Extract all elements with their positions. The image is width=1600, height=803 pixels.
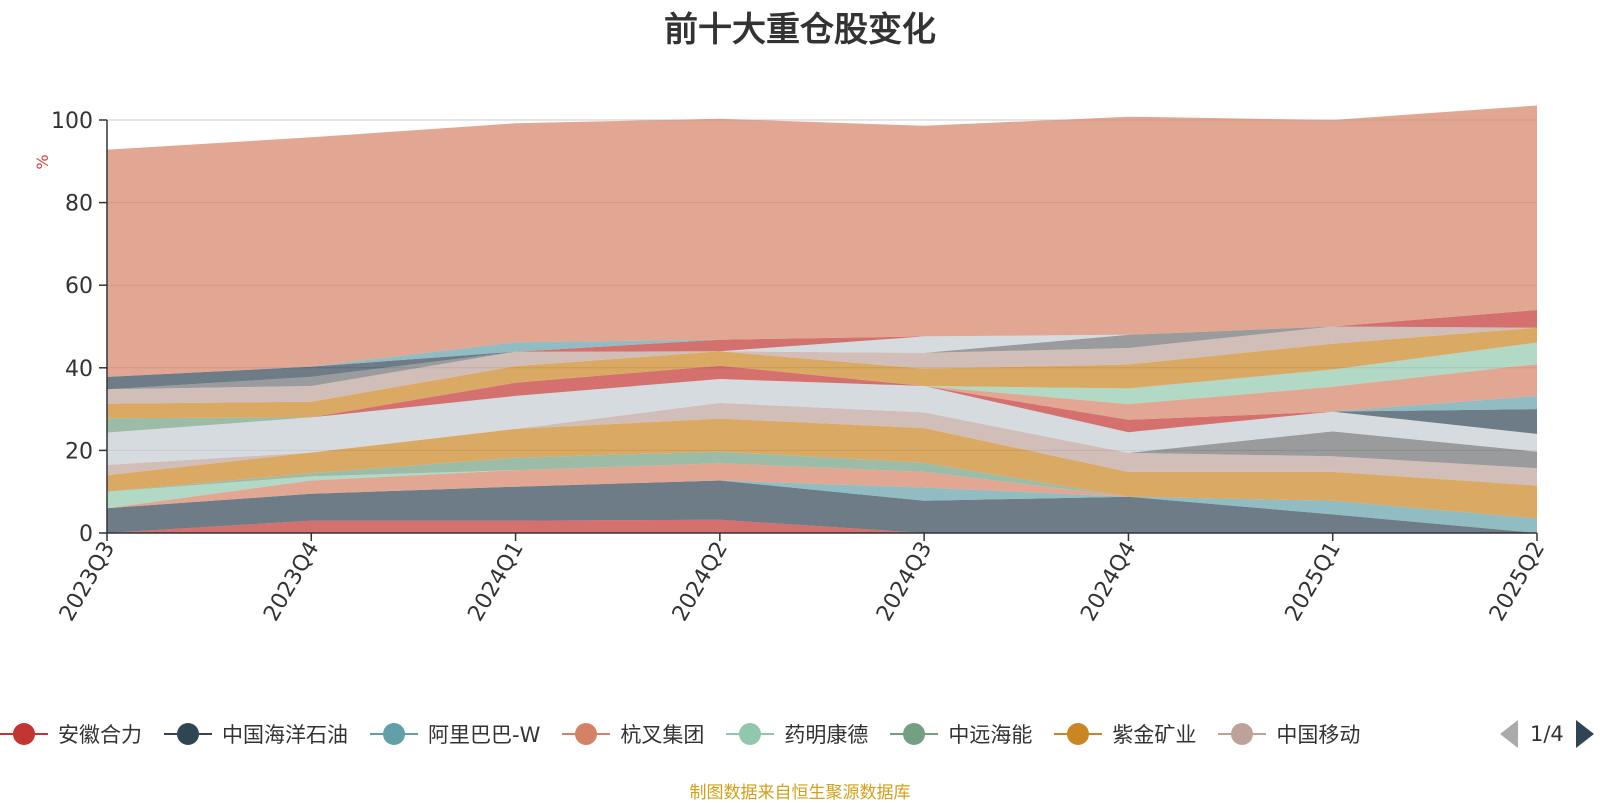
legend: 安徽合力 中国海洋石油 阿里巴巴-W 杭叉集团 药明康德 中远海能 紫金矿业 中国移动 — [0, 716, 1382, 752]
area-series-2 — [107, 480, 1537, 533]
legend-item[interactable]: 药明康德 — [726, 719, 868, 749]
legend-page-indicator: 1/4 — [1530, 722, 1564, 746]
legend-marker-icon — [0, 722, 48, 746]
y-tick-label: 100 — [51, 109, 93, 134]
y-axis-unit-label: % — [33, 154, 52, 169]
area-series-24 — [107, 105, 1537, 377]
legend-marker-icon — [726, 722, 775, 746]
legend-item[interactable]: 紫金矿业 — [1054, 719, 1196, 749]
source-note: 制图数据来自恒生聚源数据库 — [689, 783, 911, 803]
legend-item[interactable]: 安徽合力 — [0, 719, 142, 749]
x-tick-label: 2024Q1 — [463, 538, 528, 626]
legend-label: 中国海洋石油 — [222, 723, 348, 747]
area-series-15 — [107, 342, 1537, 433]
chart-title: 前十大重仓股变化 — [664, 10, 936, 50]
y-tick-label: 60 — [65, 274, 93, 299]
legend-marker-icon — [164, 722, 212, 746]
x-tick-label: 2025Q1 — [1281, 538, 1346, 626]
area-series-14 — [107, 364, 1537, 433]
x-tick-label: 2024Q4 — [1076, 538, 1141, 626]
legend-pager: 1/4 — [1500, 716, 1594, 752]
x-tick-label: 2024Q2 — [668, 538, 733, 626]
legend-label: 安徽合力 — [58, 723, 142, 747]
legend-item[interactable]: 中国移动 — [1218, 719, 1360, 749]
legend-item[interactable]: 杭叉集团 — [562, 719, 704, 749]
x-tick-label: 2023Q4 — [259, 538, 324, 626]
area-series-18 — [107, 326, 1537, 404]
y-tick-label: 20 — [65, 439, 93, 464]
x-tick-label: 2024Q3 — [872, 538, 937, 626]
y-tick-label: 0 — [79, 522, 93, 547]
area-series-11 — [107, 365, 1537, 434]
legend-marker-icon — [890, 722, 939, 746]
area-series-1 — [107, 519, 1537, 533]
legend-marker-icon — [1218, 722, 1267, 746]
area-series-17 — [107, 327, 1537, 419]
legend-label: 杭叉集团 — [620, 723, 705, 747]
legend-item[interactable]: 中远海能 — [890, 719, 1032, 749]
legend-item[interactable]: 阿里巴巴-W — [370, 719, 540, 749]
legend-marker-icon — [562, 722, 611, 746]
legend-label: 药明康德 — [784, 723, 869, 747]
legend-item[interactable]: 中国海洋石油 — [164, 719, 348, 749]
x-tick-label: 2023Q3 — [55, 538, 120, 626]
legend-next-page-icon[interactable] — [1575, 720, 1594, 748]
y-tick-label: 40 — [65, 357, 93, 382]
legend-label: 中国移动 — [1276, 723, 1361, 747]
area-series-7 — [107, 418, 1537, 519]
area-series-layer — [107, 105, 1537, 533]
area-series-10 — [107, 379, 1537, 465]
legend-label: 阿里巴巴-W — [428, 723, 541, 747]
area-series-9 — [107, 402, 1537, 469]
legend-label: 紫金矿业 — [1112, 723, 1197, 747]
area-series-8 — [107, 402, 1537, 486]
area-series-6 — [107, 451, 1537, 519]
y-tick-label: 80 — [65, 192, 93, 217]
legend-label: 中远海能 — [948, 723, 1033, 747]
legend-prev-page-icon[interactable] — [1500, 720, 1518, 748]
legend-marker-icon — [1054, 722, 1103, 746]
x-tick-label: 2025Q2 — [1485, 538, 1550, 626]
legend-marker-icon — [370, 722, 418, 746]
area-series-3 — [107, 480, 1537, 533]
area-series-19 — [107, 326, 1537, 390]
area-series-4 — [107, 463, 1537, 519]
